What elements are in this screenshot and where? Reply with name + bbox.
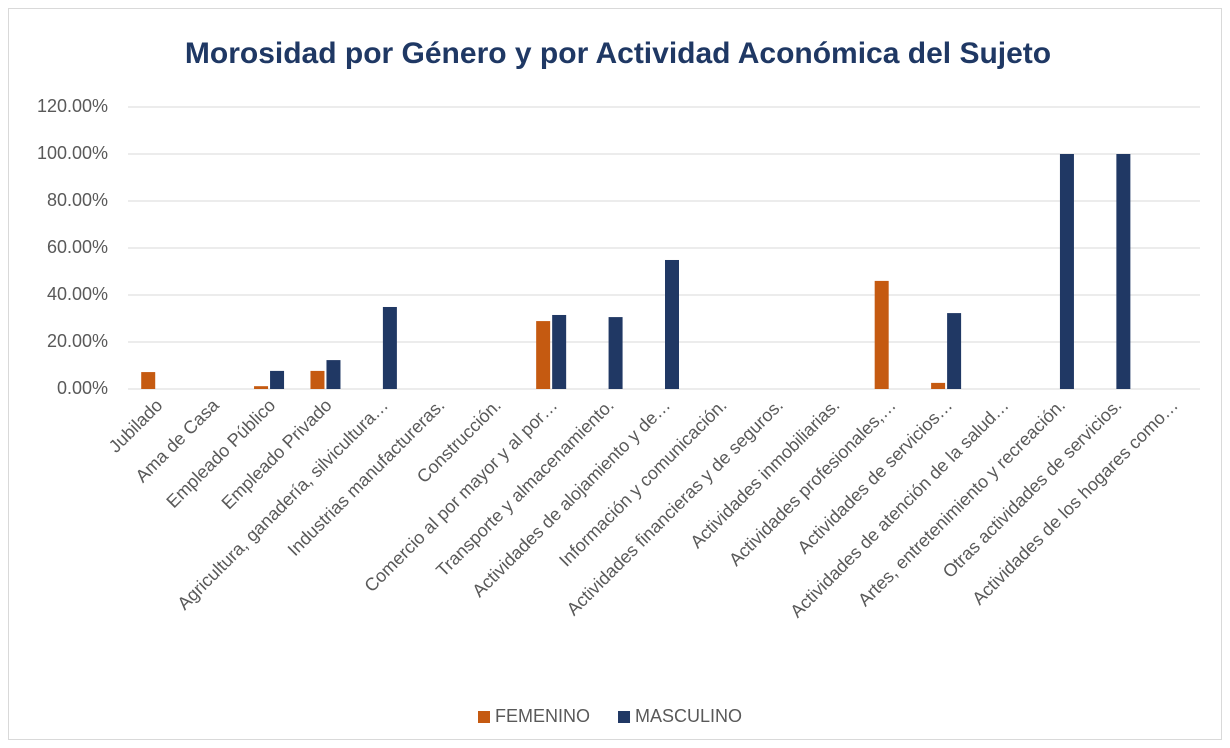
bar (874, 280, 889, 389)
bar (608, 317, 623, 389)
bar (141, 372, 156, 389)
bar (665, 259, 679, 389)
bar (382, 306, 397, 389)
y-tick-label: 60.00% (47, 237, 108, 257)
legend-label: MASCULINO (635, 706, 742, 726)
bar (310, 370, 325, 389)
bar (552, 314, 567, 389)
bar (270, 370, 285, 389)
y-tick-label: 20.00% (47, 331, 108, 351)
bar (947, 313, 962, 389)
bar (254, 386, 269, 389)
y-tick-label: 100.00% (37, 143, 108, 163)
bar (1059, 154, 1074, 389)
y-tick-label: 0.00% (57, 378, 108, 398)
bar (1116, 154, 1131, 389)
bar (931, 382, 946, 389)
y-tick-label: 120.00% (37, 96, 108, 116)
bar (536, 321, 551, 389)
bar (326, 360, 341, 389)
y-tick-label: 80.00% (47, 190, 108, 210)
legend-label: FEMENINO (495, 706, 590, 726)
y-tick-label: 40.00% (47, 284, 108, 304)
legend-swatch (618, 711, 631, 723)
chart-title: Morosidad por Género y por Actividad Aco… (185, 37, 1051, 70)
legend-swatch (478, 711, 490, 723)
